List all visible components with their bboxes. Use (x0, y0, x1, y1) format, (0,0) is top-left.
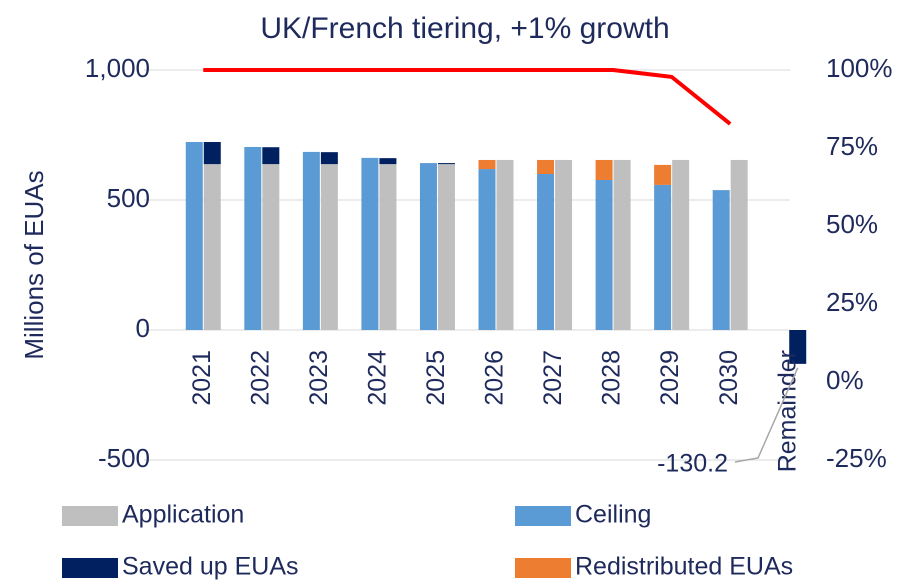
y-axis-label: Millions of EUAs (19, 170, 49, 359)
leader-line (734, 367, 799, 463)
legend-swatch (515, 558, 571, 578)
bar-saved (437, 163, 455, 165)
bar-saved (379, 158, 397, 165)
x-tick-label: 2021 (188, 350, 216, 406)
bar-redistributed (537, 159, 555, 174)
bar-saved (203, 142, 221, 165)
bar-ceiling (419, 163, 437, 330)
y-tick-label: -500 (98, 443, 150, 473)
legend-swatch (515, 506, 571, 526)
legend-label: Ceiling (575, 501, 651, 529)
bar-application (496, 159, 514, 330)
bar-application (262, 164, 280, 330)
bar-application (672, 159, 690, 330)
y2-tick-label: 25% (826, 287, 878, 317)
bar-ceiling (654, 184, 672, 330)
bar-saved (262, 147, 280, 165)
y-tick-label: 1,000 (85, 53, 150, 83)
bar-redistributed (654, 164, 672, 185)
bar-ceiling (302, 151, 320, 330)
bar-ceiling (244, 146, 262, 330)
x-tick-label: 2025 (422, 350, 450, 406)
x-tick-label: 2024 (364, 350, 392, 406)
y2-tick-label: 0% (826, 365, 864, 395)
legend-label: Application (122, 501, 244, 529)
x-tick-label: 2022 (246, 350, 274, 406)
x-tick-label: 2028 (598, 350, 626, 406)
line-series (203, 68, 732, 126)
legend-swatch (62, 506, 118, 526)
bar-application (730, 159, 748, 330)
bar-ceiling (478, 169, 496, 330)
bar-application (437, 164, 455, 330)
legend-label: Redistributed EUAs (575, 553, 793, 581)
bar-application (379, 164, 397, 330)
bar-redistributed (478, 159, 496, 170)
legend-label: Saved up EUAs (122, 553, 299, 581)
y-tick-label: 0 (136, 313, 150, 343)
bar-redistributed (595, 159, 613, 180)
x-tick-label: 2027 (539, 350, 567, 406)
y2-tick-label: 100% (826, 53, 893, 83)
bar-application (320, 164, 338, 330)
bar-saved (320, 152, 338, 165)
x-tick-label: 2030 (715, 350, 743, 406)
bar-application (203, 164, 221, 330)
bar-ceiling (537, 174, 555, 330)
bar-ceiling (712, 190, 730, 330)
y2-tick-label: -25% (826, 443, 887, 473)
y-tick-label: 500 (107, 183, 150, 213)
bar-ceiling (361, 157, 379, 330)
y2-tick-label: 75% (826, 131, 878, 161)
bar-application (613, 159, 631, 330)
bar-application (555, 159, 573, 330)
bar-ceiling (185, 142, 203, 330)
x-tick-label: 2023 (305, 350, 333, 406)
x-tick-label: 2029 (656, 350, 684, 406)
y2-tick-label: 50% (826, 209, 878, 239)
x-tick-label: 2026 (481, 350, 509, 406)
chart-title: UK/French tiering, +1% growth (260, 12, 669, 45)
bar-saved (789, 330, 807, 364)
data-label: -130.2 (657, 450, 728, 478)
legend-swatch (62, 558, 118, 578)
bar-ceiling (595, 179, 613, 330)
